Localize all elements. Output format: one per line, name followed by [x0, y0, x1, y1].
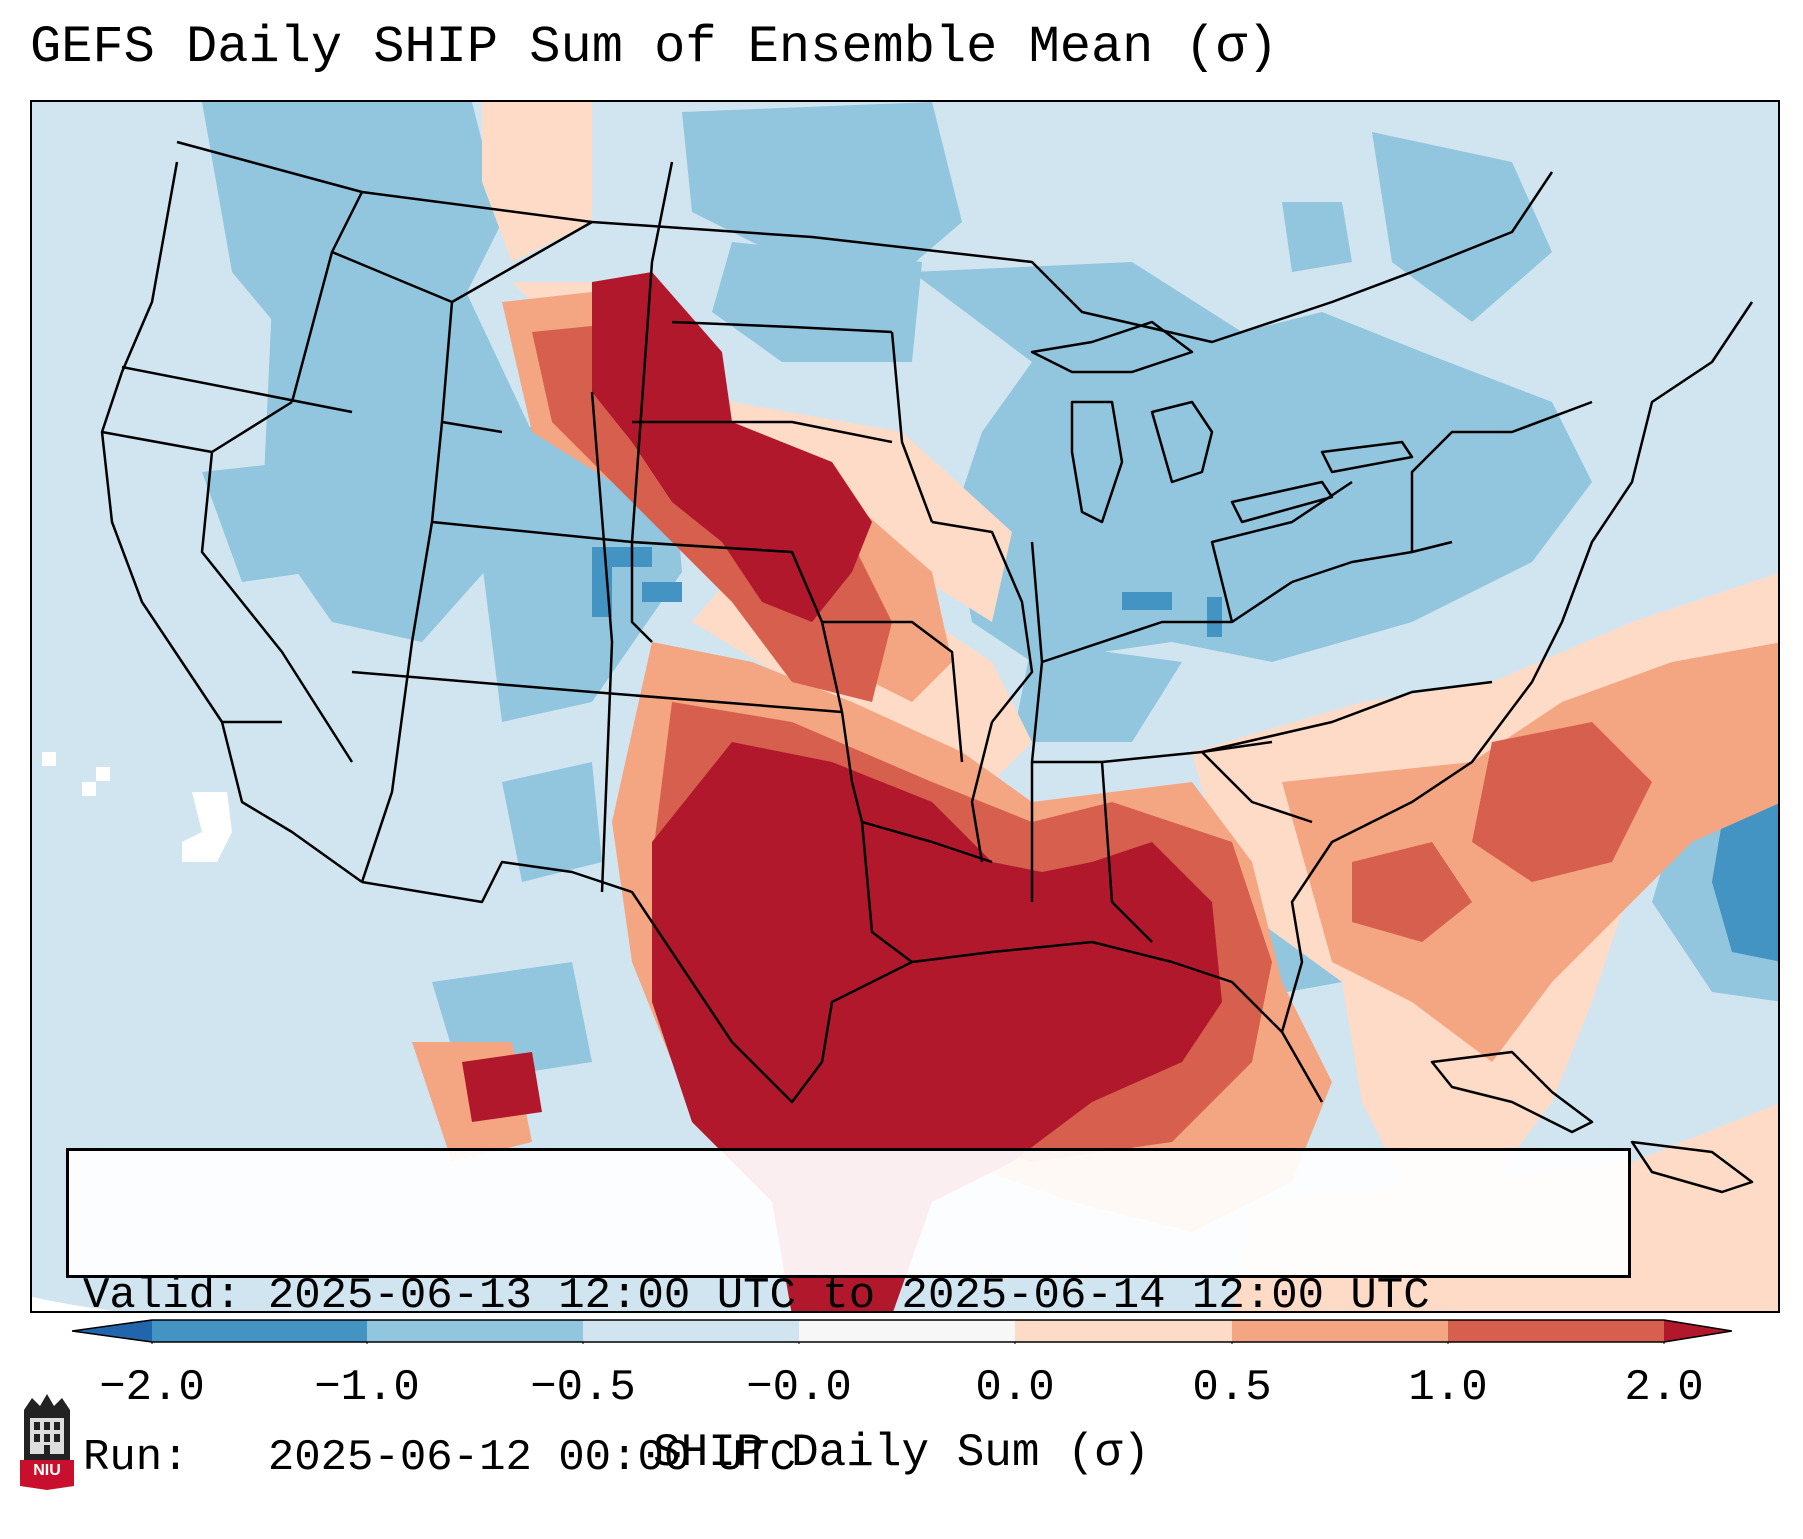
colorbar-tick: −2.0 — [99, 1363, 205, 1413]
validity-info-box: Valid: 2025-06-13 12:00 UTC to 2025-06-1… — [66, 1148, 1631, 1483]
colorbar-segment — [583, 1320, 799, 1342]
state-boundaries — [100, 140, 1754, 1194]
colorbar-segment — [799, 1320, 1015, 1342]
run-time-text: Run: 2025-06-12 00:00 UTC — [83, 1433, 796, 1483]
colorbar-tick: −1.0 — [314, 1363, 420, 1413]
colorbar-tick: 2.0 — [1624, 1363, 1704, 1413]
colorbar-over-extend — [1664, 1320, 1732, 1342]
colorbar-segment — [152, 1320, 367, 1342]
colorbar-tick: −0.5 — [530, 1363, 636, 1413]
colorbar — [72, 1319, 1732, 1344]
colorbar-tick: 1.0 — [1408, 1363, 1488, 1413]
missing-data-cells — [42, 752, 232, 862]
projection-edge — [32, 1297, 114, 1311]
niu-logo-icon — [20, 1394, 74, 1490]
map-panel[interactable] — [30, 100, 1780, 1313]
colorbar-tick: −0.0 — [746, 1363, 852, 1413]
ship-heatmap — [32, 102, 1778, 1311]
colorbar-segment — [1015, 1320, 1232, 1342]
colorbar-tick: 0.5 — [1192, 1363, 1272, 1413]
colorbar-tick: 0.0 — [975, 1363, 1055, 1413]
logo-text: NIU — [33, 1462, 61, 1479]
colorbar-segment — [367, 1320, 583, 1342]
colorbar-under-extend — [72, 1320, 152, 1342]
colorbar-label: SHIP Daily Sum (σ) — [653, 1427, 1150, 1479]
valid-time-text: Valid: 2025-06-13 12:00 UTC to 2025-06-1… — [83, 1271, 1430, 1321]
map-title: GEFS Daily SHIP Sum of Ensemble Mean (σ) — [30, 18, 1279, 77]
colorbar-segment — [1448, 1320, 1664, 1342]
colorbar-segment — [1232, 1320, 1448, 1342]
